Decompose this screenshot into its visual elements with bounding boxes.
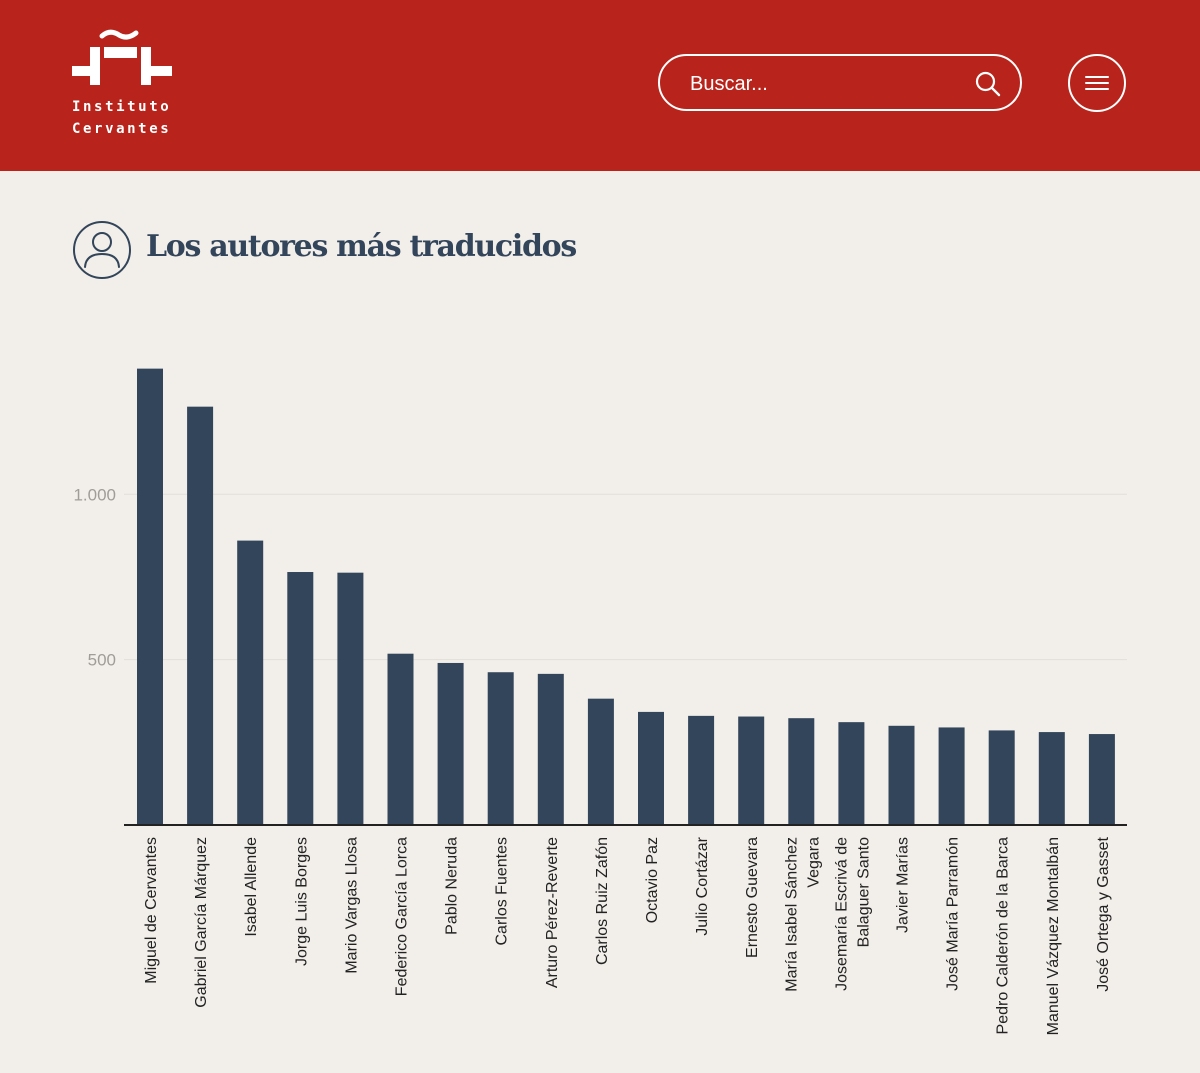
section-title: Los autores más traducidos xyxy=(146,229,577,264)
category-label-12: Ernesto Guevara xyxy=(744,837,761,958)
bar-7 xyxy=(487,672,514,825)
bar-11 xyxy=(688,715,715,825)
category-label-7: Carlos Fuentes xyxy=(494,837,511,946)
logo-text-line1: Instituto xyxy=(72,99,172,115)
logo-text-line2: Cervantes xyxy=(72,121,172,137)
category-label-19: José Ortega y Gasset xyxy=(1095,836,1112,991)
bar-18 xyxy=(1038,732,1065,825)
category-label-3: Jorge Luis Borges xyxy=(293,837,310,966)
category-label-9: Carlos Ruiz Zafón xyxy=(594,837,611,965)
category-label-14-line1: Josemaría Escrivá de xyxy=(833,837,850,991)
bar-4 xyxy=(337,572,364,825)
bar-1 xyxy=(187,406,214,825)
bar-17 xyxy=(988,730,1015,825)
hamburger-menu-icon xyxy=(1085,76,1109,90)
category-label-4: Mario Vargas Llosa xyxy=(343,837,360,974)
bar-3 xyxy=(287,572,314,825)
bar-8 xyxy=(537,673,564,825)
search-input[interactable]: Buscar... xyxy=(658,54,1022,111)
y-axis-ticks: 500 1.000 xyxy=(73,485,116,669)
bar-2 xyxy=(237,540,264,825)
category-label-16: José María Parramón xyxy=(945,837,962,991)
bar-5 xyxy=(387,653,414,825)
bar-15 xyxy=(888,725,915,825)
bar-10 xyxy=(638,711,664,825)
category-label-14-line2: Balaguer Santo xyxy=(855,837,872,947)
bars xyxy=(137,368,1115,825)
category-label-8: Arturo Pérez-Reverte xyxy=(544,837,561,988)
y-tick-label-1: 1.000 xyxy=(73,485,116,504)
bar-0 xyxy=(137,368,163,825)
search-icon[interactable] xyxy=(974,70,1002,98)
bar-16 xyxy=(938,727,965,825)
y-tick-label-0: 500 xyxy=(88,651,116,670)
site-header: Instituto Cervantes Buscar... xyxy=(0,0,1200,171)
search-placeholder: Buscar... xyxy=(690,73,768,95)
category-label-5: Federico García Lorca xyxy=(394,837,411,996)
category-label-15: Javier Marías xyxy=(895,837,912,933)
category-label-2: Isabel Allende xyxy=(243,837,260,937)
category-label-13-line1: María Isabel Sánchez xyxy=(783,837,800,992)
menu-button[interactable] xyxy=(1068,54,1126,112)
bar-14 xyxy=(838,722,865,825)
bar-19 xyxy=(1088,734,1115,825)
bar-13 xyxy=(788,718,815,825)
category-label-11: Julio Cortázar xyxy=(694,836,711,935)
grid-lines xyxy=(124,493,1127,661)
person-icon xyxy=(73,221,131,279)
category-label-6: Pablo Neruda xyxy=(444,837,461,935)
x-axis-labels: Miguel de Cervantes Gabriel García Márque… xyxy=(143,836,1112,1035)
category-label-1: Gabriel García Márquez xyxy=(193,837,210,1008)
bar-12 xyxy=(738,716,765,825)
category-label-10: Octavio Paz xyxy=(644,837,661,923)
category-label-0: Miguel de Cervantes xyxy=(143,837,160,984)
category-label-18: Manuel Vázquez Montalbán xyxy=(1045,837,1062,1035)
bar-6 xyxy=(437,662,464,825)
logo-mark-icon xyxy=(72,29,172,85)
bar-9 xyxy=(587,698,614,825)
bar-chart: 500 1.000 Miguel de Cervantes Gabriel Garc… xyxy=(73,368,1127,1035)
category-label-13-line2: Vegara xyxy=(805,837,822,888)
category-label-17: Pedro Calderón de la Barca xyxy=(995,837,1012,1035)
instituto-cervantes-logo[interactable]: Instituto Cervantes xyxy=(68,28,178,140)
